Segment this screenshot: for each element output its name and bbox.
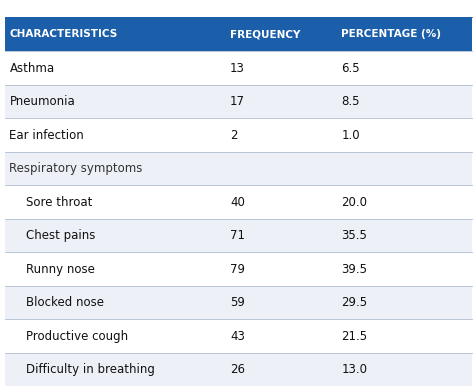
FancyBboxPatch shape xyxy=(5,185,472,219)
FancyBboxPatch shape xyxy=(5,319,472,353)
Text: 17: 17 xyxy=(230,95,245,108)
Text: 21.5: 21.5 xyxy=(341,330,367,343)
FancyBboxPatch shape xyxy=(5,286,472,319)
FancyBboxPatch shape xyxy=(5,152,472,185)
Text: 13.0: 13.0 xyxy=(341,363,367,376)
Text: 6.5: 6.5 xyxy=(341,62,360,74)
Text: 59: 59 xyxy=(230,296,245,309)
Text: 35.5: 35.5 xyxy=(341,229,367,242)
Text: Chest pains: Chest pains xyxy=(26,229,95,242)
Text: FREQUENCY: FREQUENCY xyxy=(230,29,300,39)
Text: Pneumonia: Pneumonia xyxy=(9,95,75,108)
Text: 79: 79 xyxy=(230,262,245,276)
FancyBboxPatch shape xyxy=(5,353,472,386)
Text: Difficulty in breathing: Difficulty in breathing xyxy=(26,363,155,376)
Text: 39.5: 39.5 xyxy=(341,262,367,276)
Text: 71: 71 xyxy=(230,229,245,242)
FancyBboxPatch shape xyxy=(5,119,472,152)
Text: Productive cough: Productive cough xyxy=(26,330,128,343)
Text: Asthma: Asthma xyxy=(9,62,55,74)
Text: 13: 13 xyxy=(230,62,245,74)
Text: 2: 2 xyxy=(230,129,237,142)
Text: 29.5: 29.5 xyxy=(341,296,367,309)
Text: Runny nose: Runny nose xyxy=(26,262,95,276)
Text: Respiratory symptoms: Respiratory symptoms xyxy=(9,162,143,175)
FancyBboxPatch shape xyxy=(5,85,472,119)
FancyBboxPatch shape xyxy=(5,51,472,85)
Text: 1.0: 1.0 xyxy=(341,129,360,142)
Text: 26: 26 xyxy=(230,363,245,376)
Text: 43: 43 xyxy=(230,330,245,343)
Text: Ear infection: Ear infection xyxy=(9,129,84,142)
Text: 8.5: 8.5 xyxy=(341,95,360,108)
Text: Blocked nose: Blocked nose xyxy=(26,296,104,309)
FancyBboxPatch shape xyxy=(5,17,472,51)
Text: PERCENTAGE (%): PERCENTAGE (%) xyxy=(341,29,441,39)
FancyBboxPatch shape xyxy=(5,219,472,252)
Text: 40: 40 xyxy=(230,196,245,208)
FancyBboxPatch shape xyxy=(5,252,472,286)
Text: 20.0: 20.0 xyxy=(341,196,367,208)
Text: CHARACTERISTICS: CHARACTERISTICS xyxy=(9,29,118,39)
Text: Sore throat: Sore throat xyxy=(26,196,92,208)
